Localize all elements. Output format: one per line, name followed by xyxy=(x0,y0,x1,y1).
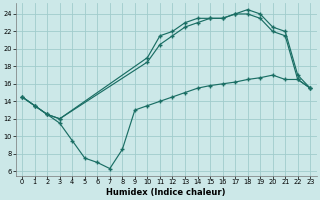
X-axis label: Humidex (Indice chaleur): Humidex (Indice chaleur) xyxy=(107,188,226,197)
